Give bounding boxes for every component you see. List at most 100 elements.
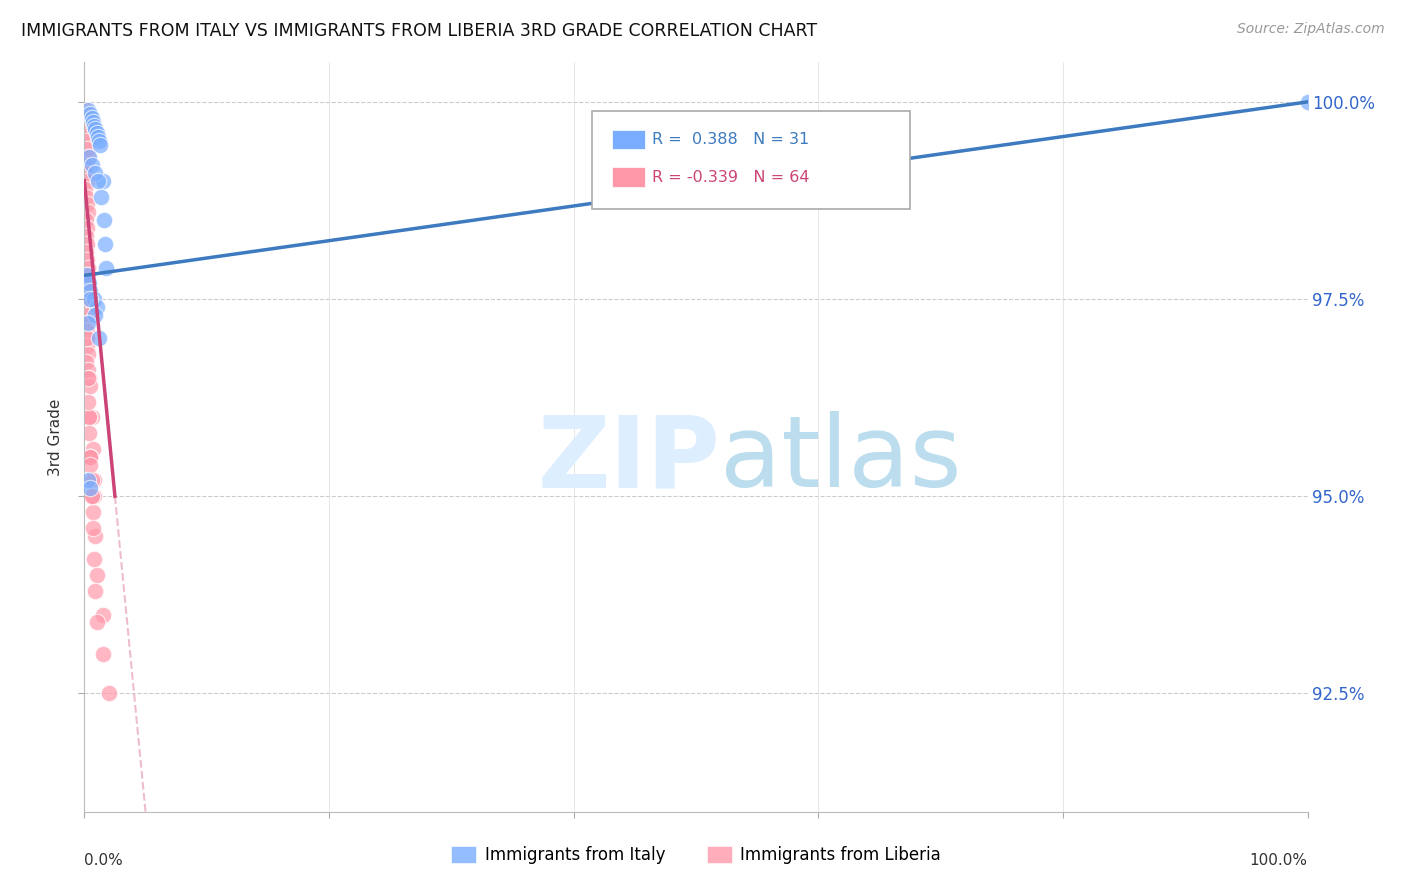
Point	[75, 244, 97, 259]
Point	[79, 292, 101, 306]
Point	[83, 552, 105, 566]
Point	[96, 260, 118, 275]
Point	[83, 474, 105, 488]
Point	[91, 174, 114, 188]
Point	[76, 347, 98, 361]
FancyBboxPatch shape	[612, 130, 644, 149]
Point	[77, 277, 100, 291]
Point	[79, 481, 101, 495]
Point	[77, 474, 100, 488]
Point	[93, 213, 115, 227]
Point	[77, 150, 100, 164]
Point	[1296, 95, 1319, 109]
Point	[75, 158, 97, 172]
Point	[76, 134, 98, 148]
Point	[91, 607, 114, 622]
Point	[84, 529, 107, 543]
Point	[77, 410, 100, 425]
Point	[82, 114, 104, 128]
Point	[75, 119, 97, 133]
Point	[86, 127, 108, 141]
Point	[87, 130, 110, 145]
Point	[75, 292, 97, 306]
Point	[77, 410, 100, 425]
Point	[80, 489, 103, 503]
Point	[80, 158, 103, 172]
Point	[75, 268, 97, 283]
Point	[75, 213, 97, 227]
Point	[76, 197, 98, 211]
Text: 0.0%: 0.0%	[84, 853, 124, 868]
Point	[76, 339, 98, 353]
Point	[76, 331, 98, 345]
Point	[77, 371, 100, 385]
Point	[76, 236, 98, 251]
Point	[77, 260, 100, 275]
Point	[82, 442, 104, 456]
Point	[77, 316, 100, 330]
Point	[75, 355, 97, 369]
Point	[80, 410, 103, 425]
Point	[87, 331, 110, 345]
Point	[97, 686, 120, 700]
Point	[76, 174, 98, 188]
Point	[76, 142, 98, 156]
FancyBboxPatch shape	[592, 112, 910, 209]
Text: ZIP: ZIP	[537, 411, 720, 508]
Point	[89, 138, 111, 153]
Point	[77, 150, 100, 164]
Point	[76, 252, 98, 267]
Point	[76, 268, 98, 283]
Point	[84, 583, 107, 598]
Point	[76, 221, 98, 235]
Text: R = -0.339   N = 64: R = -0.339 N = 64	[652, 169, 810, 185]
Point	[90, 189, 112, 203]
Point	[79, 450, 101, 464]
Point	[82, 505, 104, 519]
Point	[84, 166, 107, 180]
Point	[84, 308, 107, 322]
Point	[91, 647, 114, 661]
Text: atlas: atlas	[720, 411, 962, 508]
Point	[76, 331, 98, 345]
Point	[77, 426, 100, 441]
Point	[76, 300, 98, 314]
Point	[75, 229, 97, 244]
Point	[86, 568, 108, 582]
Point	[77, 394, 100, 409]
Point	[75, 284, 97, 298]
Point	[82, 521, 104, 535]
FancyBboxPatch shape	[612, 168, 644, 186]
Point	[76, 324, 98, 338]
Point	[76, 277, 98, 291]
Point	[80, 111, 103, 125]
Point	[75, 127, 97, 141]
Point	[75, 166, 97, 180]
Point	[77, 103, 100, 117]
Point	[79, 450, 101, 464]
Text: IMMIGRANTS FROM ITALY VS IMMIGRANTS FROM LIBERIA 3RD GRADE CORRELATION CHART: IMMIGRANTS FROM ITALY VS IMMIGRANTS FROM…	[21, 22, 817, 40]
Point	[94, 236, 117, 251]
Point	[86, 300, 108, 314]
Point	[79, 458, 101, 472]
Point	[80, 489, 103, 503]
Point	[76, 111, 98, 125]
Point	[87, 174, 110, 188]
Point	[86, 615, 108, 630]
Point	[79, 284, 101, 298]
Point	[75, 103, 97, 117]
Y-axis label: 3rd Grade: 3rd Grade	[48, 399, 63, 475]
Point	[87, 134, 110, 148]
Point	[77, 371, 100, 385]
Legend: Immigrants from Italy, Immigrants from Liberia: Immigrants from Italy, Immigrants from L…	[444, 839, 948, 871]
Point	[79, 379, 101, 393]
Text: 100.0%: 100.0%	[1250, 853, 1308, 868]
Point	[75, 181, 97, 195]
Point	[77, 363, 100, 377]
Text: Source: ZipAtlas.com: Source: ZipAtlas.com	[1237, 22, 1385, 37]
Point	[79, 450, 101, 464]
Point	[77, 308, 100, 322]
Point	[83, 119, 105, 133]
Point	[79, 106, 101, 120]
Point	[75, 189, 97, 203]
